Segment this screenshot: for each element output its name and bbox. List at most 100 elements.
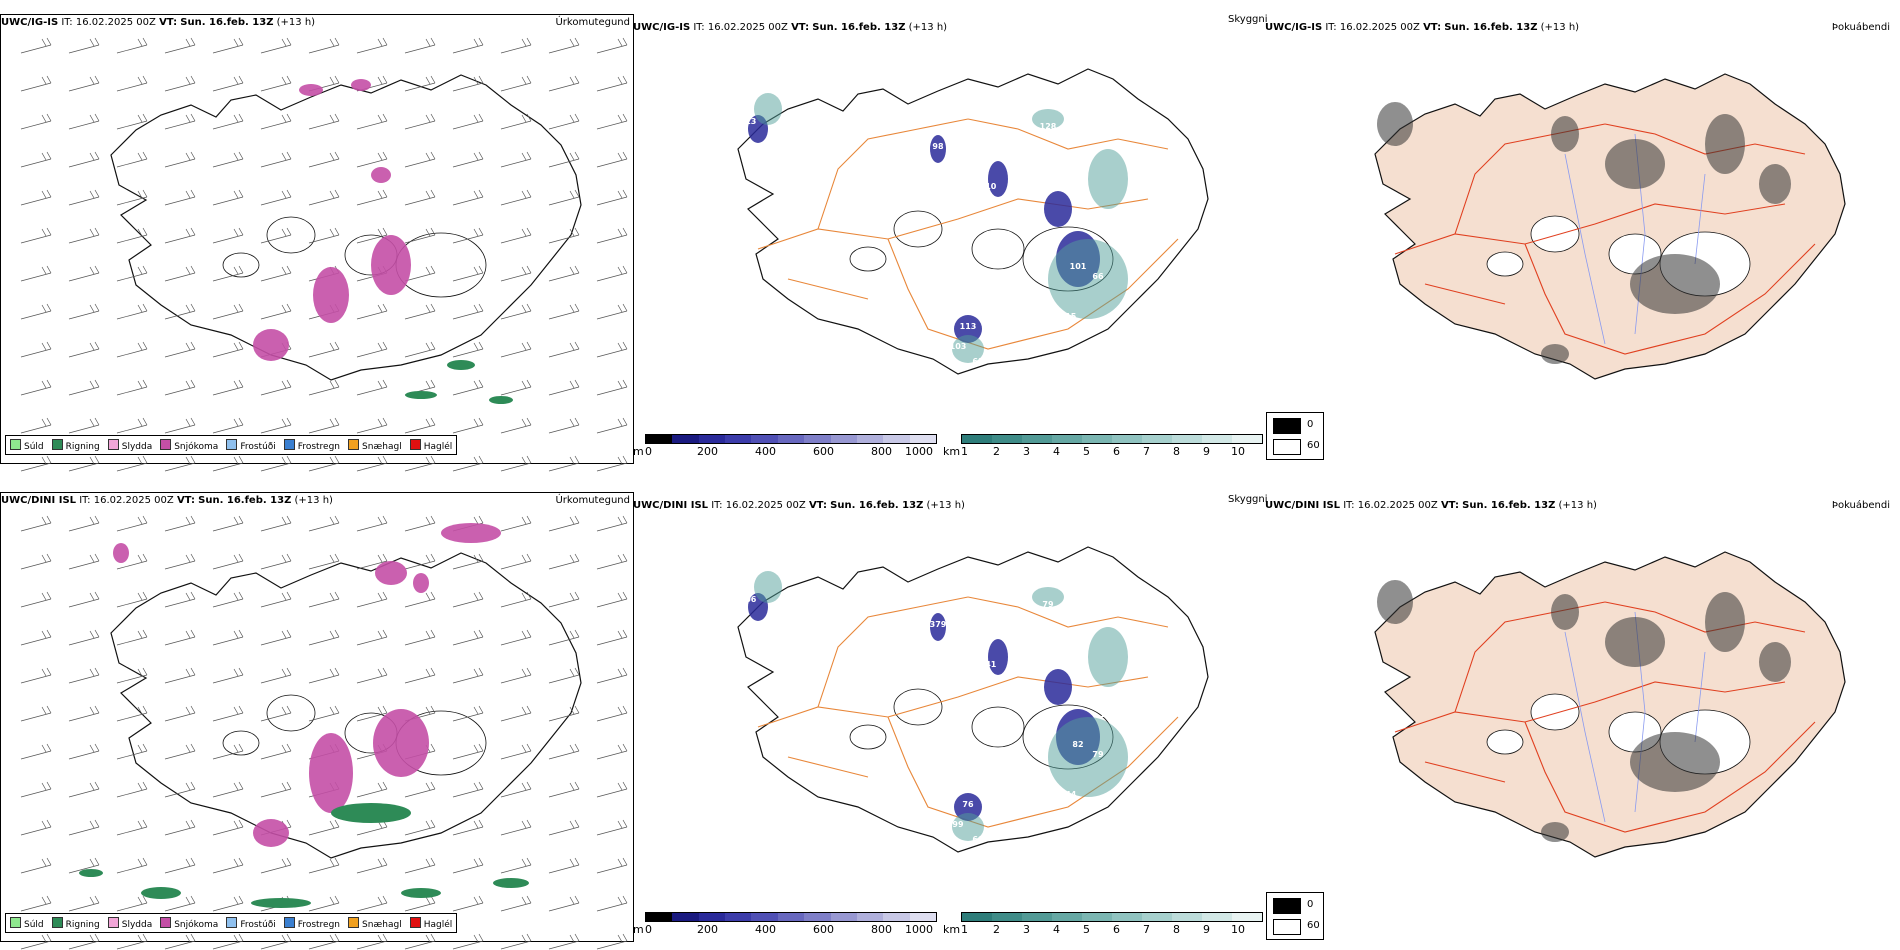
wind-barb bbox=[116, 933, 148, 950]
wind-barb bbox=[452, 303, 484, 320]
low-ceiling-area bbox=[1044, 191, 1072, 227]
wind-barb bbox=[212, 591, 244, 608]
wind-barb bbox=[308, 341, 340, 358]
wind-barb bbox=[116, 515, 148, 532]
wind-barb bbox=[500, 819, 532, 836]
wind-barb bbox=[356, 591, 388, 608]
wind-barb bbox=[452, 857, 484, 874]
wind-barb bbox=[548, 705, 580, 722]
vis-tick: 9 bbox=[1203, 445, 1210, 458]
wind-barb bbox=[164, 933, 196, 950]
snow-area bbox=[413, 573, 429, 593]
wind-barb bbox=[164, 743, 196, 760]
fog-area bbox=[1377, 102, 1413, 146]
wind-barb bbox=[260, 667, 292, 684]
ceiling-value-label: 135 bbox=[1000, 690, 1017, 699]
init-time: IT: 16.02.2025 00Z bbox=[61, 17, 156, 28]
legend-swatch bbox=[348, 438, 360, 450]
ceiling-colorbar-1: m 0 200 400 600 800 1000 bbox=[633, 434, 943, 464]
wind-barb bbox=[596, 113, 628, 130]
legend-item: Rigning bbox=[51, 438, 100, 452]
wind-barb bbox=[164, 895, 196, 912]
legend-swatch bbox=[51, 438, 63, 450]
legend-swatch bbox=[348, 916, 360, 928]
wind-barb bbox=[500, 667, 532, 684]
wind-barb bbox=[260, 189, 292, 206]
legend-swatch bbox=[107, 916, 119, 928]
low-visibility-area bbox=[1032, 587, 1064, 607]
wind-barb bbox=[20, 189, 52, 206]
wind-barb bbox=[548, 341, 580, 358]
wind-barb bbox=[500, 743, 532, 760]
valid-time: Sun. 16.feb. 13Z bbox=[180, 17, 274, 28]
wind-barb bbox=[68, 417, 100, 434]
legend-label: Rigning bbox=[65, 919, 100, 930]
wind-barb bbox=[404, 667, 436, 684]
wind-barb bbox=[164, 819, 196, 836]
wind-barb bbox=[596, 667, 628, 684]
wind-barb bbox=[68, 265, 100, 282]
wind-barb bbox=[68, 455, 100, 472]
wind-barb bbox=[404, 75, 436, 92]
valid-time: Sun. 16.feb. 13Z bbox=[1462, 500, 1556, 511]
legend-label: Súld bbox=[24, 919, 44, 930]
wind-barb bbox=[116, 629, 148, 646]
ceiling-tick: 600 bbox=[813, 445, 834, 458]
ceiling-tick: 0 bbox=[645, 445, 652, 458]
low-visibility-area bbox=[1048, 239, 1128, 319]
glacier-outline bbox=[849, 246, 887, 272]
wind-barb bbox=[548, 781, 580, 798]
valid-label: VT: bbox=[1440, 500, 1459, 511]
ceiling-tick: 400 bbox=[755, 445, 776, 458]
wind-barb bbox=[260, 303, 292, 320]
road bbox=[817, 118, 969, 230]
wind-barb bbox=[500, 379, 532, 396]
wind-barb bbox=[68, 515, 100, 532]
iceland-outline bbox=[1374, 73, 1846, 380]
wind-barb bbox=[452, 341, 484, 358]
fog-area bbox=[1551, 594, 1579, 630]
fog-key-swatch bbox=[1273, 439, 1301, 455]
ceiling-value-label: 79 bbox=[1092, 750, 1104, 759]
wind-barb bbox=[164, 781, 196, 798]
ceiling-bar bbox=[645, 434, 937, 444]
wind-barb bbox=[548, 227, 580, 244]
wind-barb bbox=[164, 303, 196, 320]
init-time: IT: 16.02.2025 00Z bbox=[79, 495, 174, 506]
wind-barb bbox=[500, 455, 532, 472]
vis-tick: 7 bbox=[1143, 445, 1150, 458]
legend-swatch bbox=[283, 438, 295, 450]
snow-area bbox=[113, 543, 129, 563]
precip-map-2 bbox=[20, 515, 628, 950]
legend-item: Frostúði bbox=[226, 916, 276, 930]
vis-title-2: Skyggni bbox=[1228, 494, 1268, 505]
ceiling-tick: 1000 bbox=[905, 923, 933, 936]
low-visibility-area bbox=[1048, 717, 1128, 797]
fog-area bbox=[1630, 732, 1720, 792]
fog-panel-1: UWC/IG-IS IT: 16.02.2025 00Z VT: Sun. 16… bbox=[1265, 14, 1900, 462]
wind-barb bbox=[212, 303, 244, 320]
wind-barb bbox=[596, 591, 628, 608]
legend-swatch bbox=[283, 916, 295, 928]
wind-barb bbox=[260, 933, 292, 950]
snow-area bbox=[371, 235, 411, 295]
wind-barb bbox=[308, 895, 340, 912]
valid-time: Sun. 16.feb. 13Z bbox=[830, 500, 924, 511]
ceiling-tick: 400 bbox=[755, 923, 776, 936]
wind-barb bbox=[356, 933, 388, 950]
wind-barb bbox=[20, 341, 52, 358]
wind-barb bbox=[548, 933, 580, 950]
wind-barb bbox=[20, 743, 52, 760]
wind-barb bbox=[596, 303, 628, 320]
wind-barb bbox=[596, 705, 628, 722]
glacier-outline bbox=[1486, 251, 1524, 277]
vis-tick: 5 bbox=[1083, 923, 1090, 936]
rain-area bbox=[447, 360, 475, 370]
wind-barb bbox=[164, 455, 196, 472]
wind-barb bbox=[596, 151, 628, 168]
fog-area bbox=[1630, 254, 1720, 314]
wind-barb bbox=[212, 455, 244, 472]
wind-barb bbox=[164, 667, 196, 684]
fog-key-swatch bbox=[1273, 898, 1301, 914]
wind-barb bbox=[356, 417, 388, 434]
